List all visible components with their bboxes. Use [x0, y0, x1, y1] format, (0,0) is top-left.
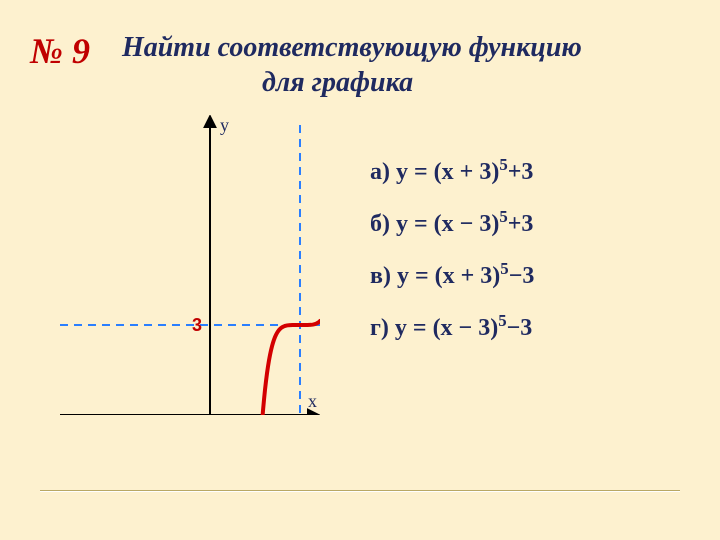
- answer-option[interactable]: в) y = (x + 3)5−3: [370, 259, 534, 290]
- slide-title: Найти соответствующую функцию для график…: [122, 30, 582, 100]
- answer-option[interactable]: б) y = (x − 3)5+3: [370, 207, 533, 238]
- tick-label: 3: [192, 315, 202, 335]
- graph-area: xy1233: [60, 115, 320, 415]
- problem-number: № 9: [30, 31, 90, 71]
- y-axis-label: y: [220, 115, 229, 135]
- answer-letter: в): [370, 263, 391, 289]
- x-axis-label: x: [308, 391, 317, 411]
- divider: [40, 490, 680, 492]
- answer-letter: г): [370, 315, 389, 341]
- answer-option[interactable]: а) y = (x + 3)5+3: [370, 155, 533, 186]
- answer-option[interactable]: г) y = (x − 3)5−3: [370, 311, 532, 342]
- title-line-1: Найти соответствующую функцию: [122, 32, 582, 63]
- answer-letter: б): [370, 211, 390, 237]
- answer-letter: а): [370, 159, 390, 185]
- graph-svg: xy1233: [60, 115, 320, 415]
- heading: № 9 Найти соответствующую функцию для гр…: [30, 30, 582, 100]
- title-line-2: для графика: [122, 67, 413, 98]
- curve: [60, 321, 320, 415]
